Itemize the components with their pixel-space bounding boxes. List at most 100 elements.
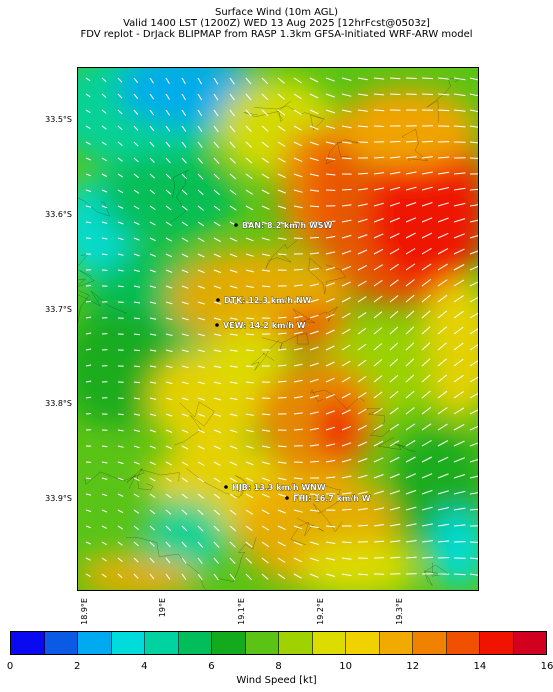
wind-arrow [373, 343, 383, 351]
wind-arrow [325, 220, 336, 223]
wind-arrow [421, 489, 433, 495]
wind-arrow [389, 310, 399, 319]
wind-arrow [133, 333, 140, 336]
wind-arrow [453, 109, 466, 112]
wind-arrow [165, 493, 172, 499]
wind-arrow [309, 157, 319, 161]
wind-arrow [357, 343, 367, 351]
wind-arrow [197, 381, 205, 385]
wind-arrow [405, 342, 415, 351]
wind-arrow [389, 186, 401, 191]
wind-arrow [85, 77, 91, 82]
wind-arrow [197, 253, 205, 258]
wind-arrow [85, 141, 91, 145]
wind-arrow [165, 477, 172, 482]
wind-arrow [277, 141, 286, 147]
wind-arrow [133, 413, 140, 416]
wind-arrow [133, 397, 140, 400]
wind-arrow [149, 477, 156, 482]
wind-arrow [165, 77, 170, 84]
wind-arrow [101, 77, 107, 82]
wind-arrow [197, 477, 205, 483]
wind-arrow [453, 172, 466, 175]
colorbar-segment [413, 632, 447, 654]
wind-arrow [469, 541, 478, 543]
wind-arrow [261, 77, 269, 85]
wind-arrow [229, 317, 238, 320]
wind-arrow [229, 349, 238, 352]
wind-arrow [133, 157, 139, 163]
wind-arrow [421, 247, 432, 255]
wind-arrow [357, 172, 368, 175]
wind-arrow [197, 237, 205, 242]
wind-arrow [101, 173, 108, 177]
wind-arrow [101, 221, 108, 224]
wind-arrow [325, 251, 336, 255]
wind-arrow [133, 349, 140, 352]
wind-arrow [245, 381, 254, 384]
wind-arrow [133, 237, 140, 241]
wind-arrow [117, 445, 124, 448]
terrain-contour [377, 437, 416, 452]
wind-arrow [357, 524, 368, 527]
wind-arrow [469, 557, 478, 560]
wind-arrow [405, 439, 416, 447]
wind-arrow [149, 429, 157, 433]
terrain-contour [265, 240, 297, 269]
lat-label-33-8: 33.8°S [45, 399, 72, 408]
wind-arrow [389, 295, 399, 303]
wind-arrow [373, 424, 383, 431]
wind-arrow [229, 397, 238, 401]
wind-arrow [389, 374, 399, 383]
wind-arrow [325, 459, 336, 463]
wind-arrow [373, 202, 384, 207]
station-label-fhi: FHI: 16.7 km/h W [293, 494, 371, 503]
wind-arrow [213, 557, 220, 565]
wind-arrow [165, 141, 171, 148]
wind-arrow [309, 541, 319, 545]
wind-arrow [325, 235, 336, 239]
wind-arrow [85, 509, 92, 512]
wind-arrow [85, 316, 92, 319]
wind-arrow [133, 109, 139, 115]
wind-arrow [293, 331, 303, 335]
wind-arrow [101, 477, 108, 480]
colorbar-segment [379, 632, 413, 654]
wind-arrow [421, 93, 434, 95]
wind-arrow [277, 493, 287, 497]
colorbar-label: Wind Speed [kt] [236, 675, 317, 686]
wind-arrow [229, 525, 237, 532]
wind-arrow [245, 237, 254, 242]
wind-arrow [277, 125, 286, 132]
wind-arrow [437, 279, 448, 287]
wind-arrow [293, 157, 303, 162]
wind-arrow [309, 77, 319, 83]
wind-arrow [357, 234, 368, 239]
wind-arrow [469, 188, 478, 191]
wind-arrow [245, 573, 252, 581]
wind-arrow [213, 429, 222, 434]
wind-arrow [405, 232, 416, 239]
wind-arrow [133, 573, 139, 579]
wind-arrow [421, 278, 432, 287]
wind-arrow [261, 221, 270, 226]
wind-arrow [293, 237, 303, 239]
wind-arrow [341, 458, 352, 463]
wind-arrow [149, 125, 155, 132]
wind-speed-patch [428, 508, 478, 588]
colorbar-segment [346, 632, 380, 654]
wind-arrow [165, 445, 173, 450]
wind-arrow [261, 93, 269, 101]
wind-arrow [213, 349, 222, 353]
terrain-contour [401, 128, 429, 162]
wind-arrow [181, 525, 188, 532]
wind-arrow [293, 93, 302, 100]
wind-arrow [373, 295, 383, 303]
wind-arrow [213, 141, 220, 149]
wind-arrow [117, 141, 123, 146]
wind-arrow [373, 490, 384, 495]
colorbar-tick-label: 4 [141, 661, 148, 672]
wind-arrow [277, 461, 287, 464]
colorbar-segment [480, 632, 514, 654]
wind-arrow [469, 219, 478, 223]
